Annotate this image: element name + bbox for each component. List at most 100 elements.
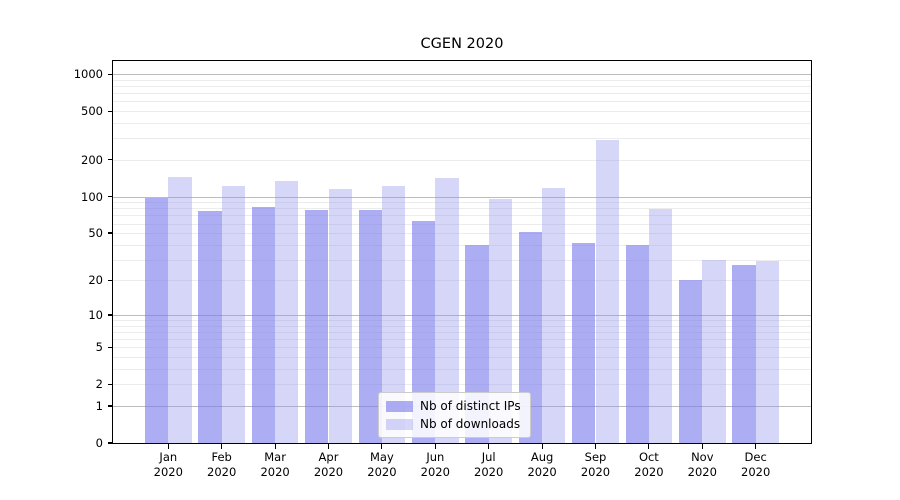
y-tick-label-10: 10 — [88, 307, 103, 322]
legend-entry-downloads: Nb of downloads — [386, 417, 521, 431]
grid-line-minor — [113, 331, 811, 333]
y-tick-label-50: 50 — [88, 226, 103, 241]
bar-distinct-ips-jan — [144, 198, 169, 443]
y-tick-label-500: 500 — [81, 104, 103, 119]
grid-line-minor — [113, 320, 811, 322]
y-tick-label-2: 2 — [95, 377, 103, 392]
bar-distinct-ips-sep — [572, 243, 596, 443]
y-tick-mark — [108, 232, 113, 234]
x-tick-label-feb: Feb 2020 — [207, 450, 237, 479]
x-tick-mark — [648, 444, 650, 449]
legend-swatch-downloads — [386, 418, 413, 430]
bar-distinct-ips-jun — [411, 220, 436, 443]
y-tick-mark — [108, 279, 113, 282]
grid-line-minor — [113, 347, 811, 349]
bar-downloads-dec — [755, 261, 780, 443]
bar-downloads-feb — [221, 185, 246, 443]
y-tick-mark — [108, 442, 113, 444]
y-tick-label-1: 1 — [95, 398, 103, 413]
bar-distinct-ips-mar — [251, 207, 276, 443]
grid-line-minor — [113, 159, 811, 161]
x-tick-mark — [701, 444, 703, 449]
grid-line-minor — [113, 208, 811, 210]
grid-line-minor — [113, 223, 811, 225]
y-tick-mark — [108, 383, 113, 385]
x-tick-label-apr: Apr 2020 — [313, 450, 344, 479]
grid-line-minor — [113, 86, 811, 88]
x-tick-mark — [541, 444, 543, 449]
grid-line-minor — [113, 202, 811, 204]
bar-downloads-jun — [435, 178, 459, 443]
x-tick-mark — [167, 444, 169, 449]
bar-distinct-ips-oct — [625, 244, 649, 443]
bar-downloads-jul — [488, 199, 513, 443]
bar-downloads-may — [381, 186, 406, 443]
y-tick-label-5: 5 — [95, 340, 103, 355]
bar-distinct-ips-may — [358, 210, 382, 443]
y-tick-label-200: 200 — [81, 152, 103, 167]
x-tick-label-sep: Sep 2020 — [580, 450, 611, 479]
x-tick-mark — [221, 444, 223, 449]
y-tick-label-0: 0 — [95, 436, 103, 450]
x-tick-label-aug: Aug 2020 — [527, 450, 557, 479]
x-tick-mark — [488, 444, 490, 449]
legend-swatch-distinct-ips — [386, 400, 413, 412]
x-tick-label-may: May 2020 — [367, 450, 397, 479]
x-tick-mark — [434, 444, 436, 449]
bar-distinct-ips-aug — [518, 232, 543, 443]
bar-downloads-apr — [328, 189, 352, 443]
y-tick-mark — [108, 159, 113, 161]
grid-line-major — [113, 196, 811, 198]
y-tick-label-100: 100 — [81, 189, 103, 204]
x-tick-label-jan: Jan 2020 — [153, 450, 183, 479]
x-tick-label-jul: Jul 2020 — [474, 450, 504, 479]
bar-downloads-oct — [648, 209, 673, 443]
y-tick-mark — [108, 314, 113, 316]
grid-line-major — [113, 314, 811, 316]
grid-line-minor — [113, 325, 811, 327]
bar-distinct-ips-feb — [198, 211, 222, 443]
grid-line-minor — [113, 357, 811, 359]
x-tick-mark — [327, 444, 330, 449]
x-tick-mark — [755, 444, 757, 449]
x-tick-label-mar: Mar 2020 — [260, 450, 290, 479]
x-tick-mark — [594, 444, 597, 449]
y-tick-mark — [108, 346, 113, 348]
grid-line-minor — [113, 138, 811, 140]
x-tick-label-dec: Dec 2020 — [741, 450, 771, 479]
bar-downloads-aug — [542, 187, 566, 443]
y-tick-label-20: 20 — [88, 273, 103, 288]
bar-distinct-ips-apr — [305, 209, 329, 443]
bar-downloads-jan — [168, 176, 192, 443]
grid-line-minor — [113, 79, 811, 81]
x-tick-label-jun: Jun 2020 — [420, 450, 450, 479]
legend-entry-distinct-ips: Nb of distinct IPs — [386, 399, 521, 413]
grid-line-minor — [113, 93, 811, 95]
grid-line-minor — [113, 101, 811, 103]
legend-label-distinct-ips: Nb of distinct IPs — [420, 399, 521, 413]
y-tick-mark — [108, 405, 113, 407]
x-tick-mark — [381, 444, 383, 449]
y-tick-mark — [108, 196, 113, 198]
grid-line-minor — [113, 244, 811, 246]
y-tick-mark — [108, 110, 113, 112]
bar-distinct-ips-dec — [732, 265, 756, 443]
grid-line-minor — [113, 384, 811, 386]
grid-line-minor — [113, 233, 811, 235]
plot-area: Nb of distinct IPs Nb of downloads — [113, 61, 811, 443]
y-tick-label-1000: 1000 — [73, 67, 103, 82]
bar-downloads-nov — [702, 259, 726, 443]
grid-line-major — [113, 74, 811, 76]
bar-downloads-mar — [275, 181, 299, 443]
chart-title: CGEN 2020 — [420, 36, 504, 52]
legend-label-downloads: Nb of downloads — [420, 417, 521, 431]
bar-downloads-sep — [595, 140, 619, 443]
grid-line-minor — [113, 339, 811, 341]
grid-line-minor — [113, 123, 811, 124]
x-tick-label-nov: Nov 2020 — [687, 450, 717, 479]
x-tick-label-oct: Oct 2020 — [634, 450, 664, 479]
grid-line-minor — [113, 280, 811, 282]
grid-line-minor — [113, 259, 811, 261]
bar-distinct-ips-nov — [678, 280, 703, 443]
